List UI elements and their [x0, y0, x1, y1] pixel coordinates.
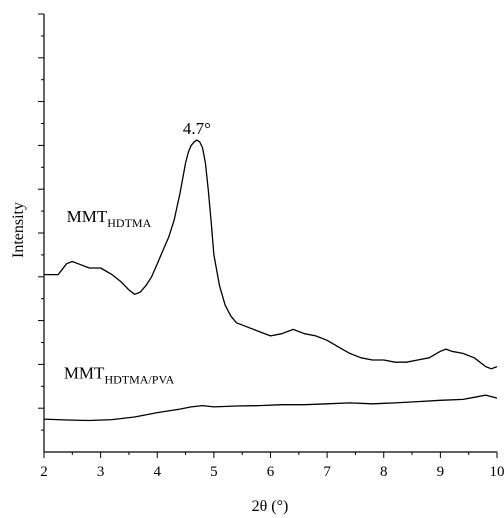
x-ticks: 2 3 4 5 6 7 8 9 10	[40, 452, 504, 480]
annotation-layer: 4.7°	[183, 119, 211, 138]
x-tick-label: 9	[437, 464, 445, 480]
x-tick-label: 2	[40, 464, 48, 480]
x-axis-label: 2θ (°)	[252, 498, 289, 515]
x-tick-label: 7	[323, 464, 331, 480]
x-tick-label: 5	[210, 464, 218, 480]
series-line-1	[44, 139, 498, 370]
x-tick-label: 4	[154, 464, 162, 480]
x-tick-label: 6	[267, 464, 275, 480]
series-line-2	[43, 394, 498, 422]
series-label-2: MMTHDTMA/PVA	[64, 363, 175, 386]
x-tick-label: 10	[490, 464, 504, 480]
y-axis-label: Intensity	[10, 202, 27, 258]
x-tick-label: 8	[380, 464, 388, 480]
peak-annotation: 4.7°	[183, 119, 211, 138]
plot-area: 2 3 4 5 6 7 8 9 10 MMTHDTMA MMTHDTMA/PVA 4.7°	[38, 13, 504, 480]
series-labels: MMTHDTMA MMTHDTMA/PVA	[64, 207, 175, 386]
series-label-1: MMTHDTMA	[67, 207, 152, 230]
series-layer	[43, 139, 498, 422]
x-tick-label: 3	[97, 464, 105, 480]
y-ticks	[38, 13, 44, 431]
